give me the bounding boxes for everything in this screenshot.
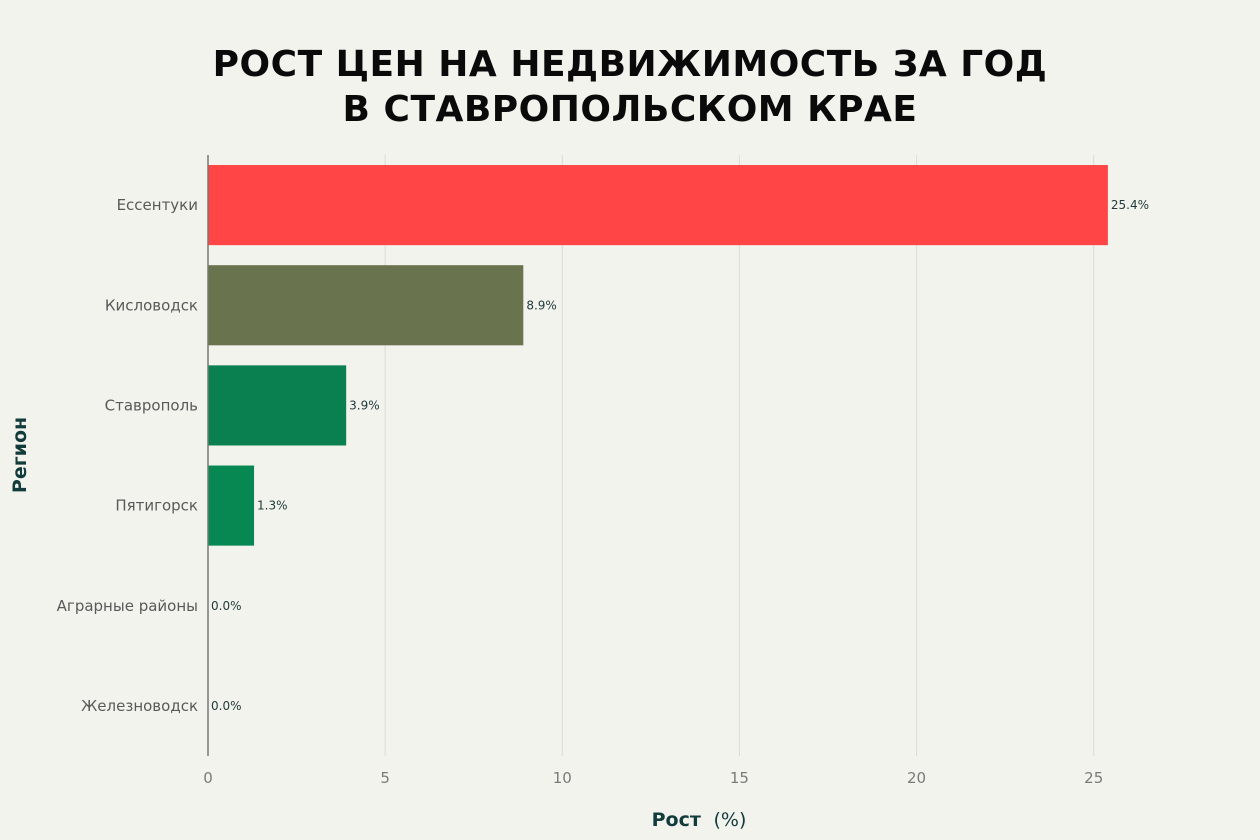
category-label: Кисловодск <box>105 296 198 314</box>
data-label: 8.9% <box>526 298 557 312</box>
bar <box>208 265 524 346</box>
x-tick-label: 25 <box>1084 769 1103 787</box>
data-label: 0.0% <box>211 699 242 713</box>
x-tick-labels: 0 5 10 15 20 25 <box>203 769 1103 787</box>
gridlines <box>384 155 1095 756</box>
category-label: Аграрные районы <box>57 597 198 615</box>
x-axis-title-unit: (%) <box>714 809 747 831</box>
x-tick-label: 0 <box>203 769 213 787</box>
bar <box>208 465 255 546</box>
category-label: Железноводск <box>81 697 198 715</box>
bars <box>208 165 1108 546</box>
y-axis-title: Регион <box>9 417 31 493</box>
x-axis-title-main: Рост <box>652 809 701 831</box>
data-label: 3.9% <box>349 398 380 412</box>
x-tick-label: 10 <box>553 769 572 787</box>
chart-title-line-2: В СТАВРОПОЛЬСКОМ КРАЕ <box>342 89 918 130</box>
x-axis-title: Рост (%) <box>652 809 747 831</box>
chart-title-line-1: РОСТ ЦЕН НА НЕДВИЖИМОСТЬ ЗА ГОД <box>212 44 1048 85</box>
bar <box>208 165 1108 246</box>
x-tick-label: 15 <box>730 769 749 787</box>
category-label: Пятигорск <box>115 497 198 515</box>
chart-title: РОСТ ЦЕН НА НЕДВИЖИМОСТЬ ЗА ГОД В СТАВРО… <box>0 42 1260 132</box>
data-label: 1.3% <box>257 499 288 513</box>
category-label: Ставрополь <box>105 396 198 414</box>
x-tick-label: 20 <box>907 769 926 787</box>
data-label: 0.0% <box>211 599 242 613</box>
category-labels: Ессентуки Кисловодск Ставрополь Пятигорск Аг… <box>57 196 198 715</box>
category-label: Ессентуки <box>117 196 198 214</box>
x-tick-label: 5 <box>380 769 390 787</box>
data-label: 25.4% <box>1111 198 1149 212</box>
data-labels: 25.4% 8.9% 3.9% 1.3% 0.0% 0.0% <box>211 198 1149 713</box>
bar <box>208 365 347 446</box>
